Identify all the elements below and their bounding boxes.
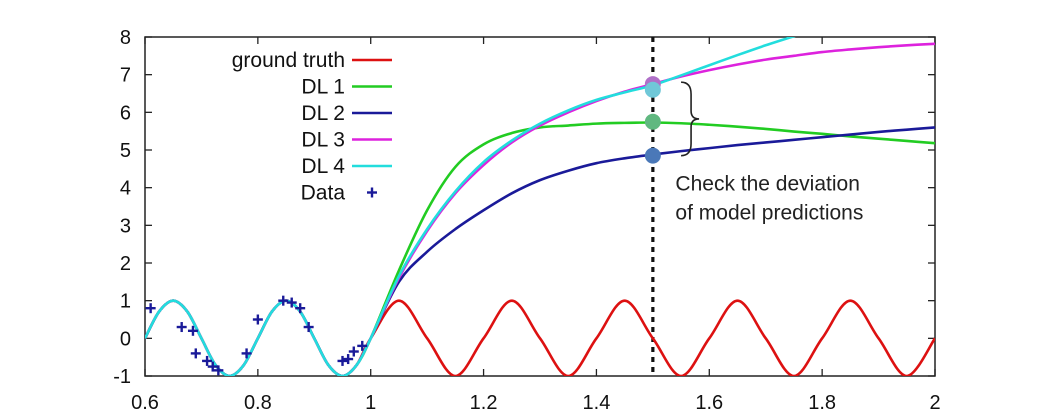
x-tick-label: 1.2 bbox=[470, 392, 498, 414]
x-tick-label: 0.8 bbox=[244, 392, 272, 414]
data-point bbox=[303, 322, 314, 333]
curly-brace bbox=[681, 81, 700, 157]
y-tick-label: 7 bbox=[120, 65, 131, 87]
data-point bbox=[207, 361, 218, 372]
data-point bbox=[187, 325, 198, 336]
data-points bbox=[145, 295, 368, 376]
data-point bbox=[348, 346, 359, 357]
data-point bbox=[252, 314, 263, 325]
data-point bbox=[343, 354, 354, 365]
x-tick-label: 1.6 bbox=[695, 392, 723, 414]
axis-ticks bbox=[144, 36, 936, 377]
y-tick-label: 3 bbox=[120, 215, 131, 237]
legend-label-dl-4: DL 4 bbox=[301, 155, 345, 178]
data-point bbox=[213, 365, 224, 376]
annotation: Check the deviation of model predictions bbox=[675, 173, 863, 225]
marker-dl-4 bbox=[644, 81, 661, 98]
data-point bbox=[190, 348, 201, 359]
marker-dl-2 bbox=[644, 147, 661, 164]
x-tick-label: 1 bbox=[365, 392, 376, 414]
data-point bbox=[295, 303, 306, 314]
series-line-dl-4 bbox=[145, 37, 796, 376]
y-tick-label: 0 bbox=[120, 328, 131, 350]
legend-sample-data bbox=[367, 187, 377, 198]
y-tick-label: 2 bbox=[120, 253, 131, 275]
plot-frame bbox=[144, 36, 936, 377]
y-tick-label: 6 bbox=[120, 102, 131, 124]
x-tick-label: 0.6 bbox=[131, 392, 159, 414]
annotation-line: Check the deviation bbox=[675, 173, 859, 196]
legend-label-ground-truth: ground truth bbox=[232, 49, 345, 72]
data-point bbox=[337, 355, 348, 366]
y-tick-label: 4 bbox=[120, 178, 131, 200]
marker-dl-1 bbox=[644, 113, 661, 130]
x-tick-labels: 0.6 0.8 1 1.2 1.4 1.6 1.8 2 bbox=[131, 392, 940, 414]
legend-label-dl-3: DL 3 bbox=[301, 129, 345, 152]
deviation-brace bbox=[681, 81, 700, 157]
y-tick-label: 5 bbox=[120, 140, 131, 162]
series-line-ground-truth bbox=[145, 299, 935, 376]
data-point bbox=[241, 348, 252, 359]
data-point bbox=[286, 297, 297, 308]
x-tick-label: 1.4 bbox=[583, 392, 611, 414]
y-tick-label: -1 bbox=[113, 366, 131, 388]
legend-label-dl-2: DL 2 bbox=[301, 102, 345, 125]
data-point bbox=[278, 295, 289, 306]
prediction-markers bbox=[644, 76, 661, 164]
data-point bbox=[357, 340, 368, 351]
legend: ground truth DL 1 DL 2 DL 3 DL 4 Data bbox=[232, 49, 392, 205]
series-line-dl-2 bbox=[145, 126, 935, 376]
legend-label-dl-1: DL 1 bbox=[301, 76, 345, 99]
data-point bbox=[202, 355, 213, 366]
x-tick-label: 2 bbox=[929, 392, 940, 414]
annotation-line: of model predictions bbox=[675, 202, 863, 225]
data-point bbox=[176, 322, 187, 333]
y-tick-labels: -1 0 1 2 3 4 5 6 7 8 bbox=[113, 27, 131, 388]
legend-label-data: Data bbox=[301, 182, 346, 205]
x-tick-label: 1.8 bbox=[808, 392, 836, 414]
series-lines bbox=[145, 37, 935, 376]
y-tick-label: 1 bbox=[120, 291, 131, 313]
y-tick-label: 8 bbox=[120, 27, 131, 49]
data-point bbox=[145, 303, 156, 314]
